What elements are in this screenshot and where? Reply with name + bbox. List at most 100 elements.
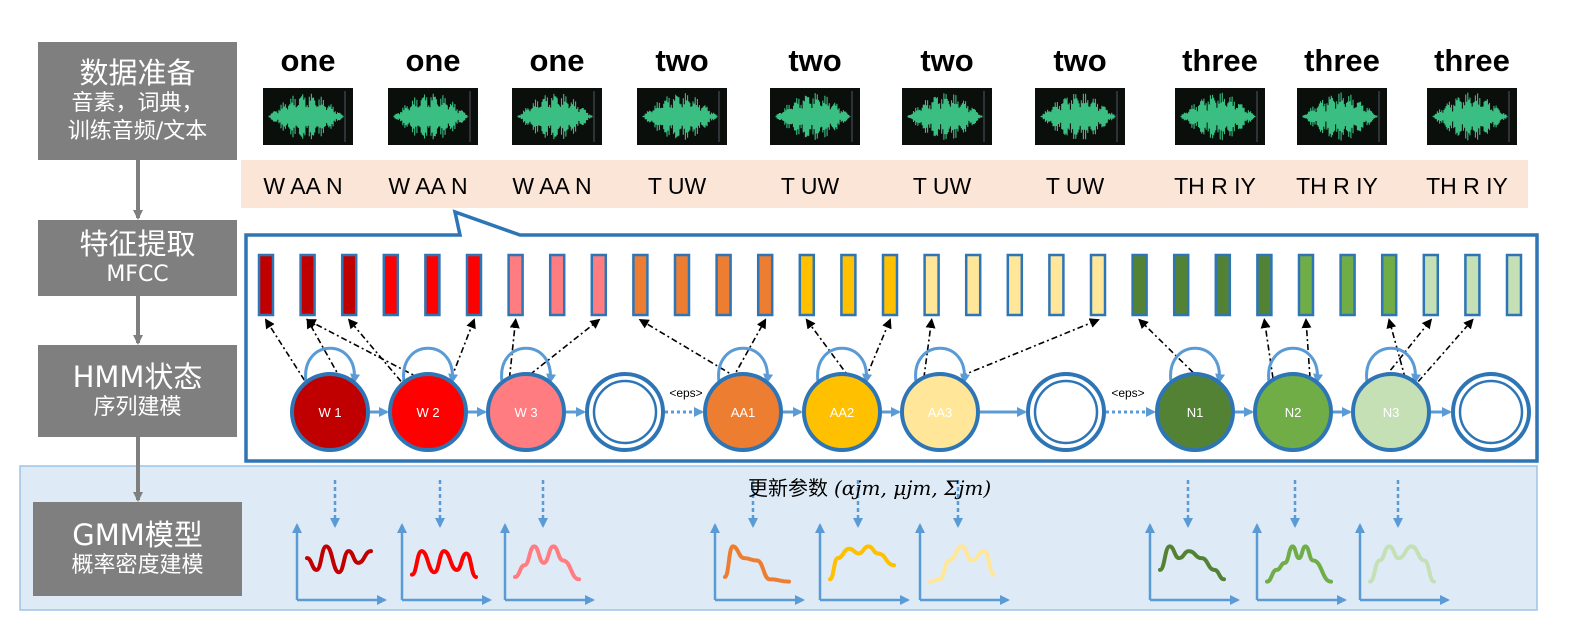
- gmm-density-plot: [1355, 480, 1450, 605]
- hmm-state: [1351, 372, 1431, 452]
- stage-subtitle: 序列建模: [93, 395, 182, 420]
- alignment-link: [347, 318, 411, 393]
- final-state: [585, 372, 665, 452]
- eps-label: <eps>: [669, 386, 702, 400]
- self-loop: [1365, 346, 1422, 384]
- waveform-thumbnail: [637, 88, 727, 145]
- feature-frame: [465, 253, 483, 317]
- self-loop: [1169, 346, 1226, 384]
- density-curve: [410, 549, 478, 579]
- stage-title: 特征提取: [79, 227, 196, 261]
- hmm-state-label: AA2: [830, 405, 855, 420]
- feature-frame: [798, 253, 816, 317]
- alignment-link: [1386, 318, 1410, 393]
- feature-frame: [590, 253, 608, 317]
- word-label: two: [788, 43, 841, 78]
- stage-subtitle: 训练音频/文本: [67, 119, 208, 144]
- waveform-thumbnail: [1035, 88, 1125, 145]
- word-label: one: [280, 43, 335, 78]
- waveform-thumbnail: [263, 88, 353, 145]
- word-label: one: [405, 43, 460, 78]
- feature-frame: [673, 253, 691, 317]
- gmm-panel: [19, 465, 1538, 611]
- self-loop: [816, 346, 873, 384]
- feature-frame: [923, 253, 940, 317]
- feature-frame: [1006, 253, 1024, 317]
- hmm-state-label: W 3: [514, 405, 537, 420]
- hmm-state-label: N3: [1383, 405, 1400, 420]
- hmm-state-label: AA3: [928, 405, 953, 420]
- gmm-density-plot: [815, 480, 910, 605]
- hmm-state-label: AA1: [731, 405, 756, 420]
- stage-gmm-modeling: GMM模型 概率密度建模: [33, 502, 242, 596]
- stage-title: 数据准备: [79, 56, 196, 90]
- feature-frame: [632, 253, 649, 317]
- feature-frame: [507, 253, 524, 317]
- feature-frame: [1339, 253, 1356, 317]
- hmm-state-label: N1: [1187, 405, 1204, 420]
- waveform-thumbnail: [1427, 88, 1517, 145]
- feature-frame: [299, 253, 316, 317]
- feature-frame: [1256, 253, 1273, 317]
- phoneme-label: T UW: [781, 173, 840, 199]
- gmm-density-plot: [1252, 480, 1347, 605]
- density-curve: [723, 544, 791, 584]
- stage-data-prep: 数据准备 音素，词典， 训练音频/文本: [38, 42, 237, 160]
- density-curve: [928, 544, 996, 584]
- phoneme-label: TH R IY: [1426, 173, 1508, 199]
- phoneme-label: TH R IY: [1296, 173, 1378, 199]
- waveform-thumbnail: [902, 88, 992, 145]
- stage-feature-extraction: 特征提取 MFCC: [38, 220, 237, 296]
- feature-frame: [548, 253, 566, 317]
- final-state: [1026, 372, 1106, 452]
- hmm-state: [802, 372, 882, 452]
- word-label: two: [655, 43, 708, 78]
- stage-subtitle: 概率密度建模: [71, 553, 204, 578]
- hmm-state: [1253, 372, 1333, 452]
- alignment-link: [1301, 318, 1312, 393]
- feature-frame: [964, 253, 982, 317]
- hmm-state: [703, 372, 783, 452]
- hmm-state-label: W 2: [416, 405, 439, 420]
- alignment-link: [859, 318, 892, 393]
- feature-frame: [1089, 253, 1107, 317]
- hmm-state-label: N2: [1285, 405, 1302, 420]
- self-loop: [500, 346, 557, 384]
- feature-frame: [756, 253, 774, 317]
- gmm-density-plot: [292, 480, 387, 605]
- hmm-state: [486, 372, 566, 452]
- alignment-link: [305, 319, 447, 393]
- phoneme-label: T UW: [648, 173, 707, 199]
- phoneme-label: W AA N: [388, 173, 467, 199]
- feature-frame: [1380, 253, 1398, 317]
- self-loop: [914, 346, 971, 384]
- feature-frame: [881, 253, 899, 317]
- gmm-density-plot: [710, 480, 805, 605]
- word-label: three: [1304, 43, 1380, 78]
- feature-frame: [257, 253, 275, 317]
- word-label: two: [1053, 43, 1106, 78]
- stage-hmm-modeling: HMM状态 序列建模: [38, 345, 237, 437]
- eps-label: <eps>: [1111, 386, 1144, 400]
- density-curve: [513, 544, 581, 582]
- stage-subtitle: 音素，词典，: [71, 91, 204, 116]
- feature-frame: [1464, 253, 1481, 317]
- alignment-link: [507, 318, 520, 393]
- self-loop: [717, 346, 774, 384]
- gmm-density-plot: [915, 480, 1010, 605]
- gmm-density-plot: [1145, 480, 1240, 605]
- phoneme-label: W AA N: [512, 173, 591, 199]
- phoneme-label: W AA N: [263, 173, 342, 199]
- hmm-state: [900, 372, 980, 452]
- stage-title: HMM状态: [72, 360, 203, 394]
- feature-frame: [1131, 253, 1148, 317]
- alignment-link: [921, 318, 936, 393]
- feature-frame: [340, 253, 358, 317]
- feature-frame: [424, 253, 441, 317]
- density-curve: [1158, 544, 1226, 582]
- phoneme-label: TH R IY: [1174, 173, 1256, 199]
- hmm-state: [1155, 372, 1235, 452]
- feature-frame: [1297, 253, 1315, 317]
- stage-subtitle: MFCC: [106, 262, 169, 287]
